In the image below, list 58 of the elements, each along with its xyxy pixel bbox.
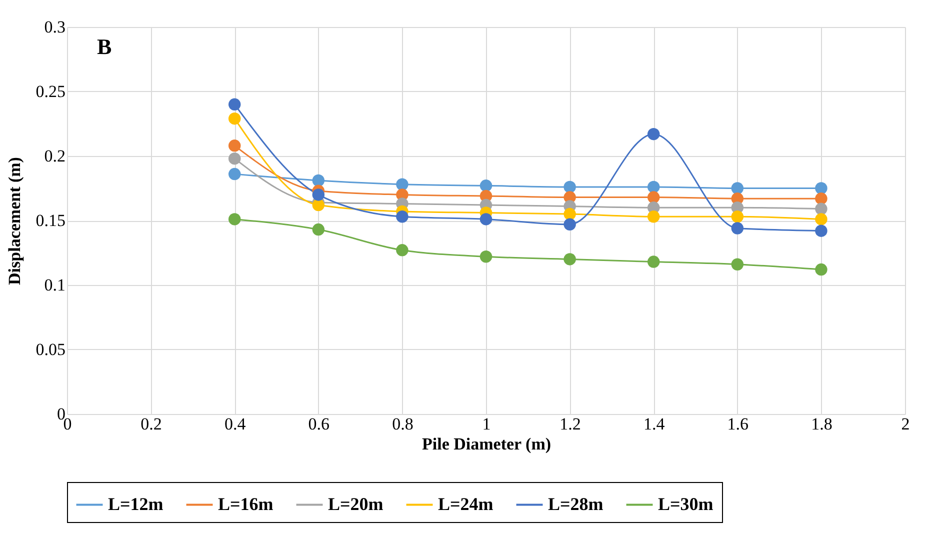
point — [480, 180, 492, 192]
point — [647, 180, 660, 194]
annotation: B — [97, 34, 112, 59]
point — [731, 222, 744, 234]
x-tick-label: 1.4 — [643, 414, 666, 434]
point — [228, 152, 241, 165]
point — [396, 210, 408, 223]
point — [228, 112, 241, 125]
x-tick-label: 0.4 — [224, 414, 246, 434]
x-tick-label: 0.8 — [392, 414, 414, 434]
point — [647, 128, 660, 140]
point — [564, 180, 576, 194]
x-tick-label: 1.8 — [811, 414, 832, 434]
x-tick-label: 2 — [901, 414, 910, 434]
point — [396, 244, 408, 256]
x-tick-label: 1.6 — [727, 414, 749, 434]
legend-label: L=16m — [218, 494, 274, 514]
point — [480, 250, 492, 263]
point — [731, 182, 744, 194]
x-axis-title: Pile Diameter (m) — [422, 434, 552, 454]
point — [564, 218, 576, 230]
x-tick-label: 0.2 — [140, 414, 162, 434]
point — [815, 192, 828, 205]
y-tick-label: 0.2 — [44, 146, 66, 166]
legend-label: L=30m — [658, 494, 714, 514]
point — [228, 168, 241, 180]
legend-label: L=24m — [438, 494, 494, 514]
point — [815, 263, 828, 276]
y-axis-title: Displacement (m) — [4, 157, 24, 285]
legend-label: L=12m — [108, 494, 164, 514]
point — [228, 213, 241, 226]
point — [647, 210, 660, 223]
point — [815, 213, 828, 226]
x-tick-label: 0.6 — [308, 414, 330, 434]
x-tick-label: 1.2 — [560, 414, 581, 434]
point — [815, 202, 828, 215]
point — [312, 223, 325, 236]
point — [228, 140, 241, 152]
point — [647, 191, 660, 204]
point — [815, 224, 828, 237]
point — [564, 208, 576, 220]
point — [564, 253, 576, 266]
y-tick-label: 0.3 — [44, 18, 66, 36]
point — [396, 178, 408, 190]
y-tick-label: 0.25 — [36, 82, 66, 101]
x-tick-label: 1 — [482, 414, 491, 434]
point — [312, 174, 325, 187]
y-tick-label: 0.15 — [36, 211, 66, 230]
y-tick-label: 0.05 — [36, 340, 66, 359]
legend-label: L=20m — [328, 494, 384, 514]
point — [731, 210, 744, 223]
point — [647, 256, 660, 268]
point — [731, 258, 744, 270]
y-tick-label: 0.1 — [44, 276, 66, 294]
point — [480, 213, 492, 226]
point — [228, 98, 241, 111]
point — [815, 182, 828, 194]
legend-label: L=28m — [548, 494, 604, 514]
